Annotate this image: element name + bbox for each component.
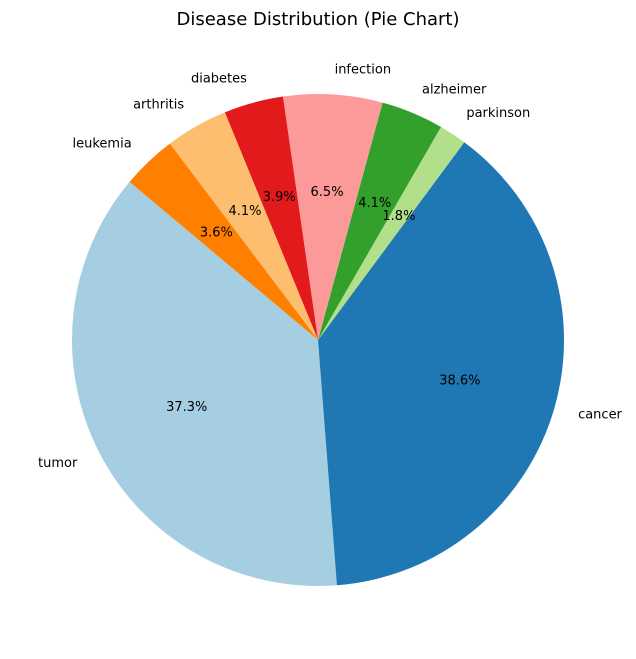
pie-labels: tumor 37.3% cancer 38.6% parkinson 1.8% alzhei…	[38, 62, 623, 471]
slice-label-cancer: cancer	[578, 407, 622, 422]
pie-slice-parkinson	[318, 126, 465, 340]
slice-percent-infection: 6.5%	[311, 185, 344, 200]
slice-percent-parkinson: 1.8%	[382, 209, 415, 224]
slice-percent-tumor: 37.3%	[166, 400, 207, 415]
slice-label-alzheimer: alzheimer	[422, 83, 487, 98]
slice-label-infection: infection	[335, 62, 391, 77]
pie-slice-infection	[282, 94, 383, 341]
pie-slices	[72, 94, 564, 586]
slice-percent-diabetes: 3.9%	[263, 190, 296, 205]
slice-percent-alzheimer: 4.1%	[358, 196, 391, 211]
slice-percent-leukemia: 3.6%	[200, 225, 233, 240]
slice-label-tumor: tumor	[38, 456, 78, 471]
pie-slice-diabetes	[224, 96, 318, 340]
pie-slice-cancer	[318, 142, 564, 586]
pie-slice-leukemia	[129, 143, 318, 340]
chart-title: Disease Distribution (Pie Chart)	[176, 9, 459, 30]
slice-label-arthritis: arthritis	[133, 97, 184, 112]
pie-slice-alzheimer	[318, 102, 441, 340]
slice-label-diabetes: diabetes	[191, 71, 247, 86]
slice-percent-arthritis: 4.1%	[228, 204, 261, 219]
slice-label-leukemia: leukemia	[73, 136, 132, 151]
slice-label-parkinson: parkinson	[466, 106, 530, 121]
slice-percent-cancer: 38.6%	[439, 373, 480, 388]
pie-slice-tumor	[72, 181, 337, 586]
pie-slice-arthritis	[169, 112, 318, 340]
